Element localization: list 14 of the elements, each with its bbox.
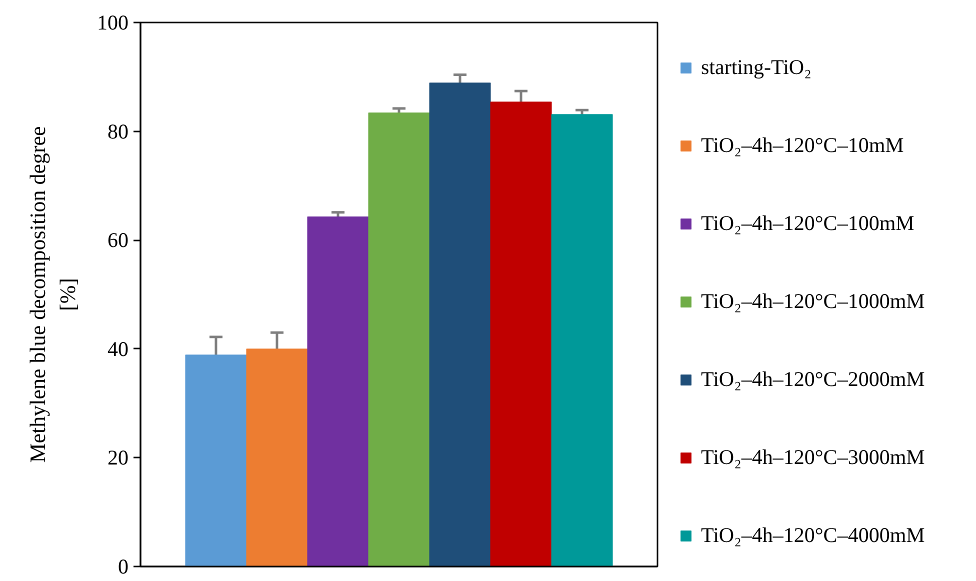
y-tick-label: 80 [108,119,128,144]
y-tick-label: 60 [108,228,128,252]
y-axis-title: Methylene blue decomposition degree [%] [25,126,80,463]
legend-label: TiO₂–4h–120°C–4000mM [701,523,925,548]
legend-label: TiO₂–4h–120°C–10mM [701,133,904,158]
legend-label: TiO₂–4h–120°C–2000mM [701,367,925,392]
y-tick-label: 0 [118,554,128,578]
y-tick-label: 20 [108,446,128,470]
y-tick-label: 40 [108,336,128,361]
legend-label: TiO₂–4h–120°C–1000mM [701,289,925,314]
legend-label: starting-TiO₂ [701,55,812,80]
legend-label: TiO₂–4h–120°C–100mM [701,211,914,236]
y-tick-label: 100 [97,10,128,34]
legend-label: TiO₂–4h–120°C–3000mM [701,445,925,470]
